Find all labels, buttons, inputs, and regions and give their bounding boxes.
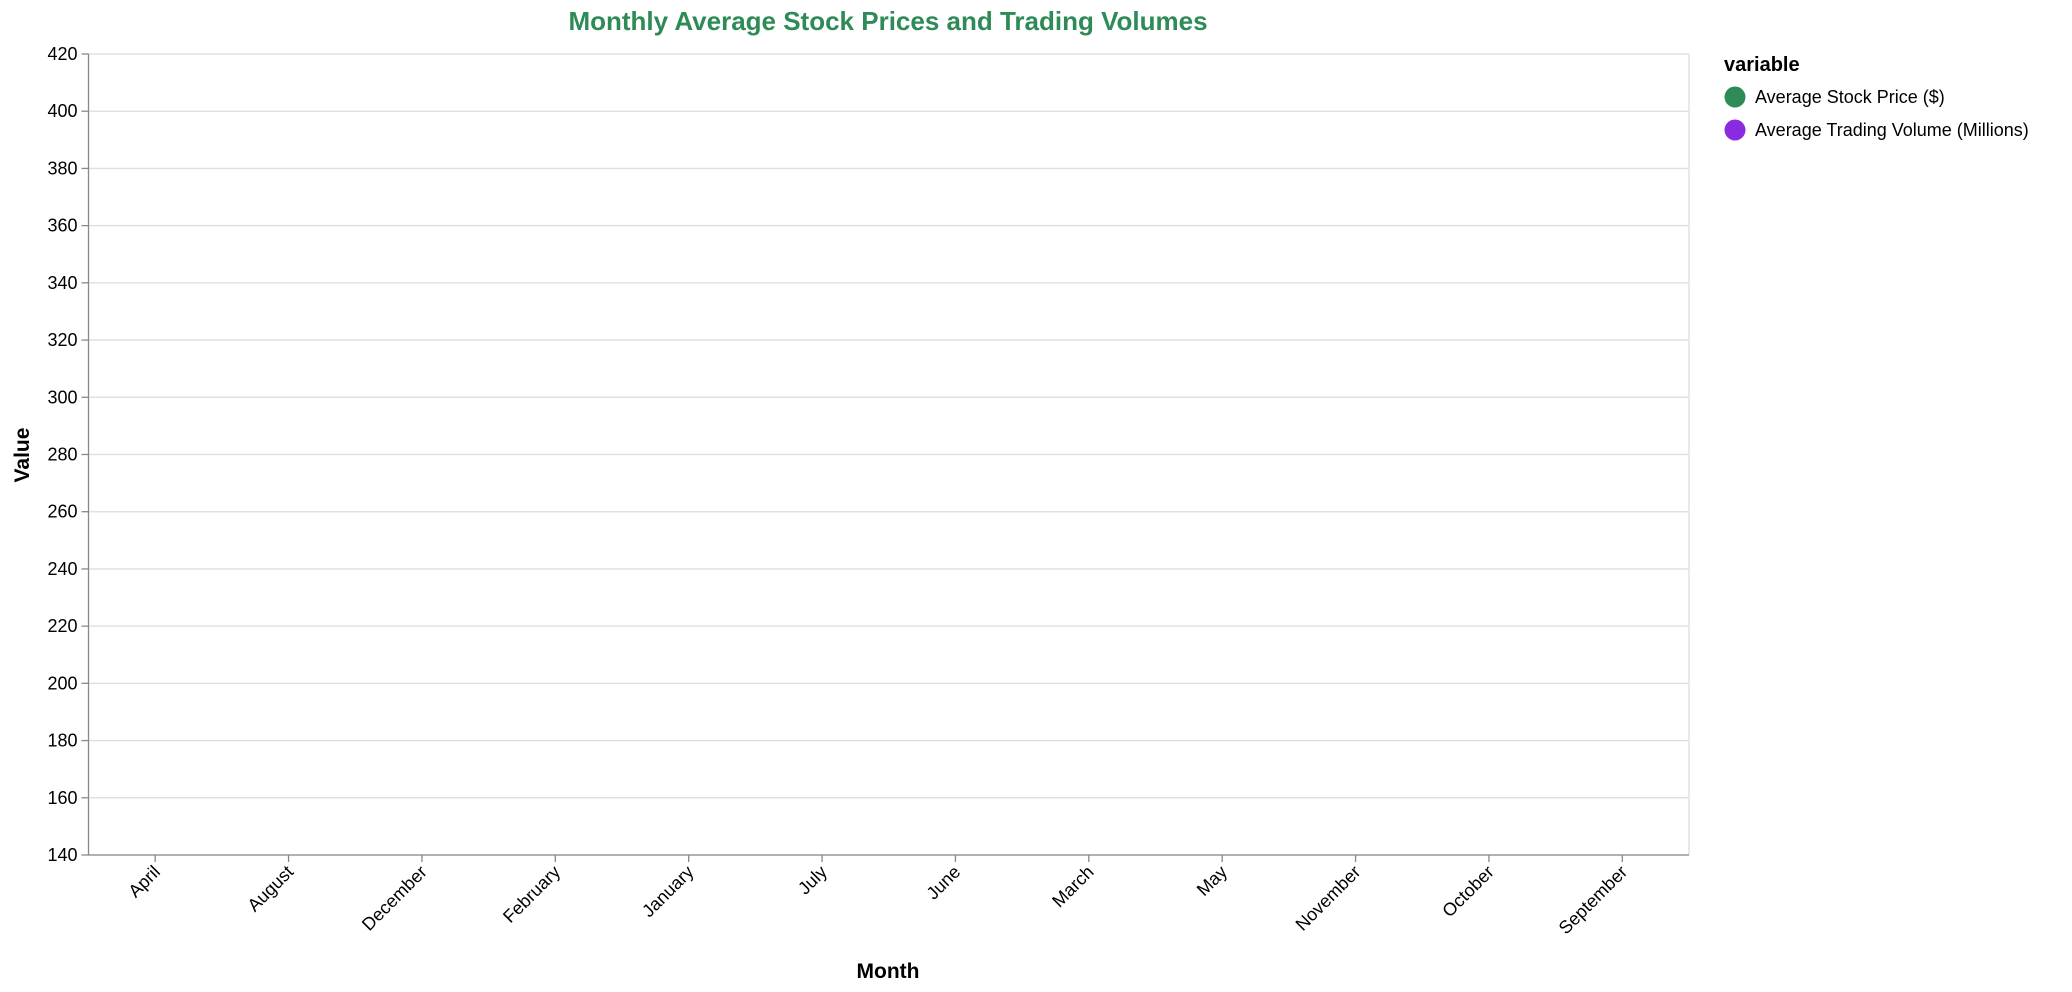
legend-title: variable (1724, 54, 1800, 76)
x-tick-label: July (794, 862, 831, 899)
y-tick-label: 200 (47, 673, 77, 693)
y-tick-label: 180 (47, 731, 77, 751)
y-tick-label: 260 (47, 502, 77, 522)
y-axis-title: Value (11, 428, 34, 483)
x-tick-label: May (1193, 862, 1231, 900)
x-tick-label: October (1438, 862, 1497, 921)
legend-label: Average Trading Volume (Millions) (1755, 120, 2029, 140)
x-tick-label: March (1048, 862, 1098, 912)
x-tick-label: September (1555, 862, 1631, 938)
y-tick-label: 340 (47, 273, 77, 293)
x-tick-label: August (244, 862, 298, 916)
chart-title: Monthly Average Stock Prices and Trading… (568, 6, 1207, 36)
y-tick-label: 400 (47, 101, 77, 121)
y-tick-label: 240 (47, 559, 77, 579)
x-tick-label: January (638, 862, 697, 921)
y-tick-label: 320 (47, 330, 77, 350)
y-tick-label: 300 (47, 387, 77, 407)
y-tick-label: 160 (47, 788, 77, 808)
y-tick-label: 360 (47, 216, 77, 236)
x-tick-label: February (499, 862, 564, 927)
legend-swatch (1724, 119, 1746, 141)
x-axis-title: Month (857, 960, 920, 983)
y-tick-label: 220 (47, 616, 77, 636)
x-tick-label: June (923, 862, 965, 904)
x-tick-label: December (358, 862, 431, 935)
y-tick-label: 420 (47, 44, 77, 64)
legend-label: Average Stock Price ($) (1755, 87, 1945, 107)
y-tick-label: 380 (47, 158, 77, 178)
y-tick-label: 140 (47, 845, 77, 865)
legend-swatch (1724, 86, 1746, 108)
y-tick-label: 280 (47, 445, 77, 465)
x-tick-label: April (124, 862, 164, 902)
x-tick-label: November (1292, 862, 1365, 935)
